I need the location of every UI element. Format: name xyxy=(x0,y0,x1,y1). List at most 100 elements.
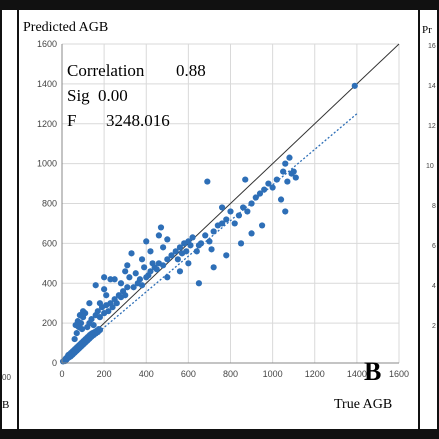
correlation-value: 0.88 xyxy=(176,61,206,80)
data-point xyxy=(223,216,230,223)
x-tick-label: 600 xyxy=(181,369,196,379)
data-point xyxy=(176,268,184,275)
data-point xyxy=(128,250,135,257)
data-point xyxy=(117,280,125,287)
data-point xyxy=(189,234,196,241)
data-point xyxy=(286,154,293,161)
data-point xyxy=(124,262,131,269)
data-point xyxy=(94,308,101,315)
data-point xyxy=(113,300,120,307)
data-point xyxy=(157,224,165,231)
data-point xyxy=(86,300,93,307)
data-point xyxy=(237,240,245,247)
sig-label: Sig xyxy=(67,86,90,105)
data-point xyxy=(143,238,150,245)
y-tick-label: 1200 xyxy=(37,119,57,129)
y-tick-label: 400 xyxy=(42,278,57,288)
data-point xyxy=(126,274,133,281)
svg-text:10: 10 xyxy=(426,163,434,170)
data-point xyxy=(277,196,285,203)
svg-text:8: 8 xyxy=(432,203,436,210)
data-point xyxy=(164,256,171,263)
identity-reference-line xyxy=(61,43,400,364)
x-tick-label: 0 xyxy=(59,369,64,379)
data-point xyxy=(204,178,211,185)
data-point xyxy=(164,274,171,281)
data-point xyxy=(160,262,167,269)
data-point xyxy=(174,256,181,263)
data-point xyxy=(164,236,171,243)
data-point xyxy=(101,274,108,281)
data-point xyxy=(269,184,276,191)
data-point xyxy=(258,222,266,229)
x-tick-labels: 0 200 400 600 800 1000 1200 1400 1600 xyxy=(59,369,409,379)
data-point xyxy=(72,322,79,329)
data-point xyxy=(284,178,291,185)
y-axis-title: Predicted AGB xyxy=(23,20,108,35)
data-point xyxy=(256,190,264,197)
data-point xyxy=(183,248,190,255)
data-point xyxy=(176,244,184,251)
svg-text:4: 4 xyxy=(432,283,436,290)
y-tick-label: 800 xyxy=(42,199,57,209)
data-point xyxy=(147,268,154,275)
data-point xyxy=(130,284,137,291)
y-tick-label: 0 xyxy=(52,358,57,368)
svg-text:6: 6 xyxy=(432,243,436,250)
x-axis-title: True AGB xyxy=(334,397,392,412)
data-point xyxy=(71,335,78,343)
sig-value: 0.00 xyxy=(98,86,128,105)
data-point xyxy=(248,230,255,237)
data-point xyxy=(122,268,129,275)
data-point xyxy=(273,176,280,183)
data-point xyxy=(210,264,217,271)
x-tick-label: 1000 xyxy=(263,369,283,379)
data-point xyxy=(223,252,230,259)
data-point xyxy=(92,282,99,289)
data-point xyxy=(208,246,215,253)
stats-block: Correlation 0.88 Sig 0.00 F 3248.016 xyxy=(67,61,206,130)
data-point xyxy=(235,212,243,219)
x-tick-label: 1600 xyxy=(389,369,409,379)
data-point xyxy=(88,316,95,323)
data-point xyxy=(351,82,358,89)
data-point xyxy=(292,174,299,181)
f-value: 3248.016 xyxy=(106,111,170,130)
data-point xyxy=(78,326,86,333)
data-point xyxy=(96,327,104,334)
svg-text:2: 2 xyxy=(432,323,436,330)
right-panel-tick-fragments: 16 14 12 10 8 6 4 2 xyxy=(426,43,436,330)
data-point xyxy=(195,242,203,249)
x-tick-label: 1200 xyxy=(305,369,325,379)
frame-bottom-bar xyxy=(0,429,439,439)
x-tick-label: 400 xyxy=(139,369,154,379)
data-point xyxy=(187,242,194,249)
svg-text:14: 14 xyxy=(428,83,436,90)
data-point xyxy=(231,220,238,227)
data-point xyxy=(248,200,255,207)
data-point xyxy=(138,256,146,263)
data-point xyxy=(227,208,234,215)
data-point xyxy=(160,244,167,251)
left-panel-tick-fragment: 00 xyxy=(2,373,11,382)
data-point xyxy=(282,208,289,215)
data-point xyxy=(101,286,108,293)
right-panel-title-fragment: Pr xyxy=(422,24,432,36)
data-point xyxy=(210,228,217,235)
data-point xyxy=(151,264,158,271)
y-tick-label: 600 xyxy=(42,238,57,248)
data-point xyxy=(147,248,154,255)
f-label: F xyxy=(67,111,76,130)
data-point xyxy=(280,168,287,175)
data-point xyxy=(202,232,209,239)
x-tick-label: 200 xyxy=(97,369,112,379)
svg-text:16: 16 xyxy=(428,43,436,50)
data-point xyxy=(168,252,175,259)
data-point xyxy=(172,248,179,255)
left-panel-label-fragment: B xyxy=(2,399,9,411)
data-point xyxy=(141,264,148,271)
data-point xyxy=(96,300,104,307)
data-point xyxy=(105,308,112,315)
data-point xyxy=(138,282,146,289)
